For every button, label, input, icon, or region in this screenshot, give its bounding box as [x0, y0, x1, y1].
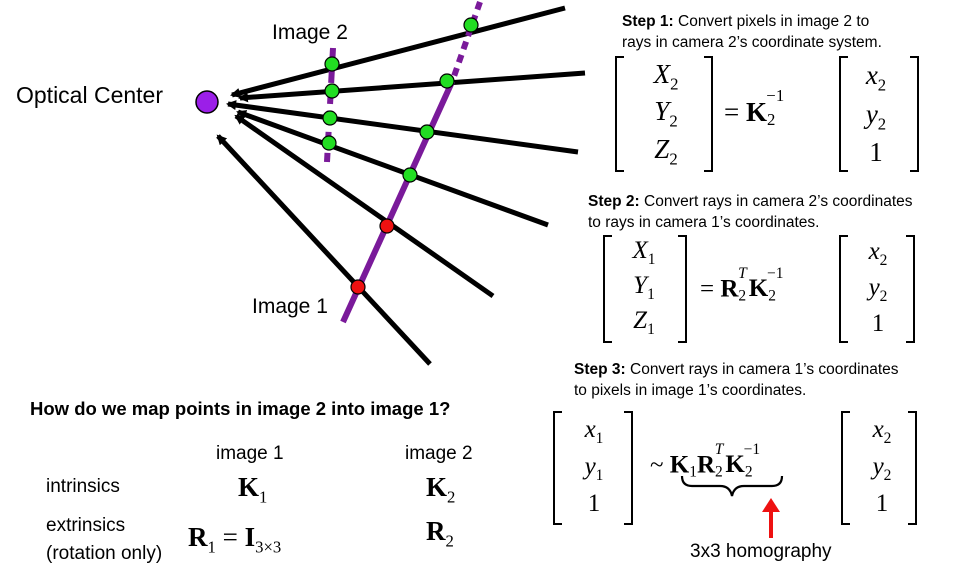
- optical-center-label: Optical Center: [16, 82, 164, 108]
- eq1-lhs-vector: X2 Y2 Z2: [653, 58, 679, 169]
- equation-2: [603, 235, 915, 343]
- point-image2-3: [322, 110, 338, 126]
- ray-2: [238, 70, 586, 103]
- table-row1-label: intrinsics: [46, 476, 120, 497]
- image2-label: Image 2: [272, 21, 348, 44]
- step2-title: Step 2:: [588, 193, 640, 210]
- step2-text: Step 2: Convert rays in camera 2’s coord…: [588, 191, 913, 233]
- eq2-operator: = R2TK2−1: [700, 265, 784, 305]
- equation-3: [553, 411, 917, 538]
- extrinsics-r1: R1 = I3×3: [188, 522, 282, 557]
- ray-6: [216, 134, 432, 366]
- step3-title: Step 3:: [574, 361, 626, 378]
- point-image2-1: [324, 56, 340, 72]
- eq3-rhs-vector: x2 y2 1: [872, 416, 892, 517]
- equation-1: [615, 56, 919, 172]
- extrinsics-r2: R2: [426, 516, 454, 551]
- intrinsics-k1: K1: [238, 472, 268, 507]
- table-row2-label-line1: extrinsics: [46, 515, 126, 536]
- eq2-rhs-vector: x2 y2 1: [868, 238, 888, 337]
- table-row2-label-line2: (rotation only): [46, 543, 163, 564]
- image1-label: Image 1: [252, 295, 328, 318]
- point-image1-2: [439, 73, 455, 89]
- step1-line2: rays in camera 2’s coordinate system.: [622, 34, 882, 51]
- table-col2-header: image 2: [405, 443, 473, 464]
- ray-3: [226, 100, 579, 155]
- eq1-operator: = K2−1: [724, 86, 785, 129]
- step1-text: Step 1: Convert pixels in image 2 to ray…: [622, 11, 882, 53]
- step1-title: Step 1:: [622, 13, 674, 30]
- question-text: How do we map points in image 2 into ima…: [30, 398, 451, 419]
- ray-4: [236, 109, 549, 228]
- ray-1: [230, 5, 566, 98]
- table-col1-header: image 1: [216, 443, 284, 464]
- point-image2-4: [321, 135, 337, 151]
- optical-center-point: [195, 90, 219, 114]
- image1-plane-dotted: [449, 1, 483, 83]
- eq3-operator: ~ K1R2TK2−1: [650, 441, 761, 481]
- eq3-lhs-vector: x1 y1 1: [584, 416, 604, 517]
- point-image1-6: [350, 279, 366, 295]
- ray-5: [234, 113, 495, 299]
- point-image1-5: [379, 218, 395, 234]
- step3-line1: Convert rays in camera 1’s coordinates: [630, 361, 899, 378]
- step3-line2: to pixels in image 1’s coordinates.: [574, 382, 807, 399]
- point-image1-3: [419, 124, 435, 140]
- intrinsics-k2: K2: [426, 472, 456, 507]
- step2-line1: Convert rays in camera 2’s coordinates: [644, 193, 913, 210]
- point-image1-4: [402, 167, 418, 183]
- camera-diagram: [195, 1, 586, 366]
- point-image2-2: [324, 83, 340, 99]
- step3-text: Step 3: Convert rays in camera 1’s coord…: [574, 359, 899, 401]
- point-image1-1: [463, 17, 479, 33]
- homography-label: 3x3 homography: [690, 541, 832, 562]
- eq2-lhs-vector: X1 Y1 Z1: [632, 237, 656, 338]
- step1-line1: Convert pixels in image 2 to: [678, 13, 870, 30]
- step2-line2: to rays in camera 1’s coordinates.: [588, 214, 820, 231]
- eq1-rhs-vector: x2 y2 1: [865, 59, 887, 168]
